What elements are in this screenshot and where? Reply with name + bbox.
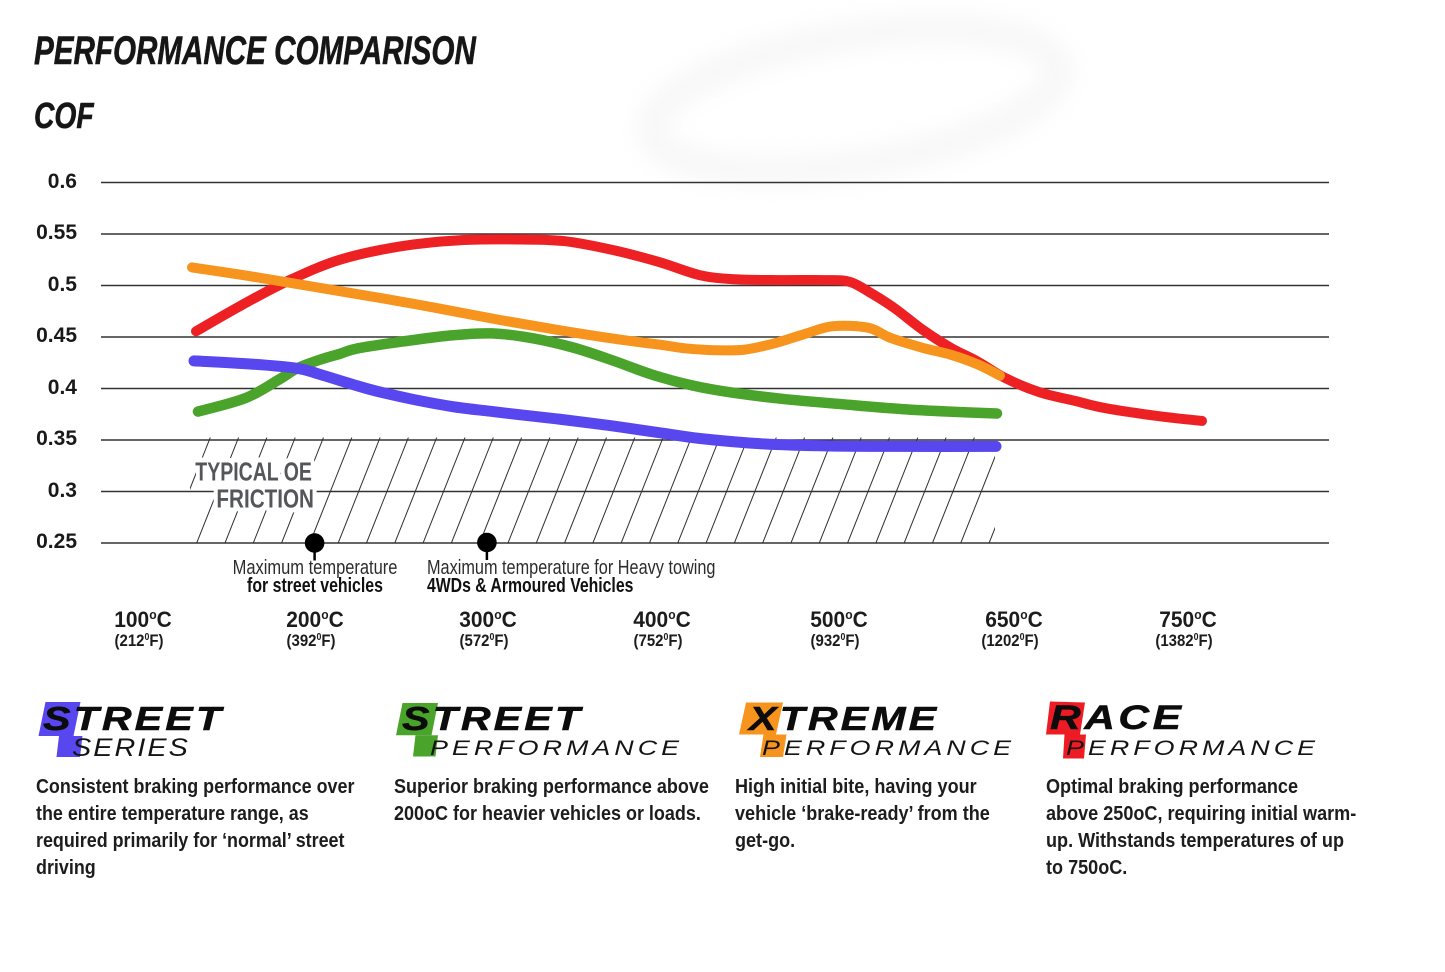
svg-text:TYPICAL OE: TYPICAL OE [195, 458, 312, 486]
svg-text:FRICTION: FRICTION [216, 485, 314, 513]
